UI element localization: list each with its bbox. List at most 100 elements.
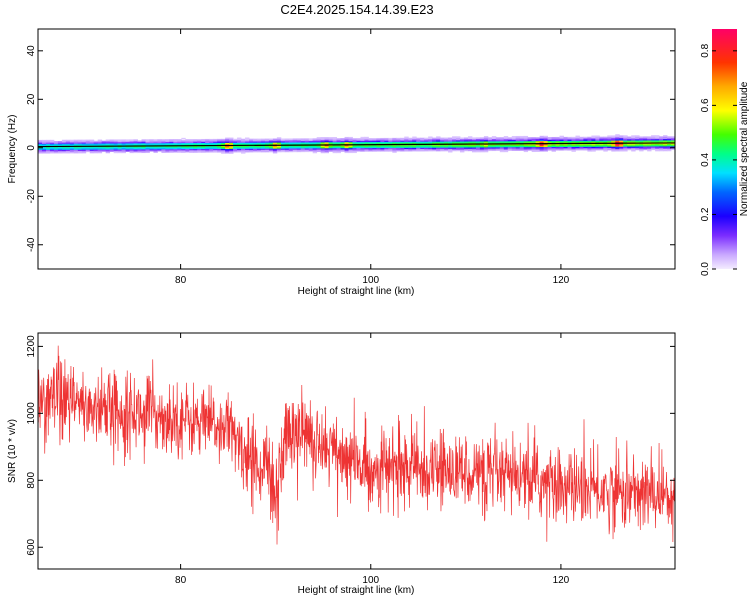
heatmap-cell (129, 151, 134, 154)
heatmap-cell (603, 145, 608, 147)
heatmap-cell (364, 138, 369, 140)
heatmap-cell (635, 140, 640, 142)
heatmap-cell (125, 149, 130, 151)
heatmap-cell (543, 137, 548, 139)
heatmap-cell (607, 147, 612, 150)
heatmap-cell (671, 136, 676, 138)
heatmap-cell (237, 148, 242, 151)
heatmap-cell (583, 138, 588, 140)
heatmap-cell (380, 140, 385, 142)
heatmap-cell (503, 139, 509, 142)
heatmap-cell (467, 136, 473, 138)
heatmap-cell (651, 136, 656, 139)
heatmap-cell (129, 139, 134, 141)
heatmap-cell (324, 145, 330, 148)
heatmap-cell (77, 139, 83, 142)
heatmap-cell (113, 139, 119, 142)
heatmap-cell (619, 136, 624, 139)
heatmap-cell (356, 145, 361, 147)
heatmap-cell (57, 141, 63, 143)
heatmap-cell (352, 150, 357, 152)
colorbar-tick-label: 0.8 (700, 43, 711, 57)
heatmap-cell (241, 147, 246, 149)
heatmap-cell (515, 146, 521, 149)
heatmap-cell (145, 139, 150, 141)
heatmap-cell (591, 148, 596, 151)
heatmap-cell (396, 139, 401, 141)
heatmap-cell (225, 143, 230, 146)
heatmap-cell (475, 137, 481, 140)
heatmap-cell (336, 145, 341, 148)
heatmap-cell (460, 144, 465, 147)
heatmap-cell (189, 151, 194, 153)
heatmap-cell (643, 143, 648, 146)
heatmap-cell (81, 140, 87, 143)
heatmap-cell (340, 146, 345, 149)
heatmap-cell (499, 150, 505, 153)
heatmap-cell (643, 144, 648, 147)
heatmap-cell (647, 144, 652, 147)
heatmap-cell (567, 146, 572, 149)
heatmap-cell (595, 140, 600, 142)
heatmap-cell (651, 141, 656, 143)
heatmap-cell (181, 140, 186, 142)
heatmap-cell (663, 139, 668, 142)
heatmap-cell (448, 150, 453, 153)
heatmap-cell (109, 141, 115, 144)
heatmap-cell (364, 148, 369, 151)
heatmap-cell (639, 148, 644, 151)
heatmap-cell (384, 145, 389, 147)
heatmap-cell (177, 141, 182, 144)
heatmap-cell (491, 149, 497, 152)
heatmap-cell (181, 143, 186, 146)
heatmap-cell (631, 143, 636, 146)
heatmap-cell (233, 147, 238, 149)
heatmap-cell (141, 150, 146, 152)
heatmap-cell (420, 138, 425, 141)
heatmap-cell (328, 145, 334, 148)
heatmap-cell (519, 135, 525, 138)
heatmap-cell (352, 147, 357, 150)
heatmap-cell (304, 150, 310, 153)
heatmap-cell (221, 149, 226, 152)
heatmap-cell (392, 139, 397, 141)
heatmap-cell (260, 149, 266, 152)
heatmap-cell (300, 145, 306, 148)
heatmap-cell (320, 150, 326, 153)
heatmap-cell (491, 142, 497, 144)
heatmap-cell (491, 139, 497, 142)
heatmap-cell (121, 150, 126, 152)
heatmap-cell (173, 146, 178, 149)
heatmap-cell (237, 137, 242, 140)
heatmap-cell (515, 148, 521, 150)
heatmap-cell (416, 146, 421, 148)
heatmap-cell (507, 145, 513, 148)
heatmap-cell (173, 148, 178, 151)
heatmap-cell (296, 146, 302, 149)
heatmap-cell (615, 137, 620, 140)
heatmap-cell (392, 147, 397, 150)
heatmap-cell (129, 143, 134, 145)
heatmap-cell (229, 141, 234, 143)
heatmap-cell (145, 147, 150, 150)
heatmap-cell (177, 143, 182, 146)
heatmap-cell (463, 141, 469, 143)
heatmap-cell (404, 146, 409, 148)
heatmap-cell (348, 151, 353, 154)
heatmap-cell (651, 140, 656, 142)
heatmap-cell (555, 149, 560, 151)
heatmap-cell (643, 148, 648, 151)
heatmap-cell (97, 148, 103, 150)
heatmap-cell (328, 147, 334, 150)
heatmap-cell (292, 145, 298, 148)
heatmap-cell (396, 142, 401, 145)
heatmap-cell (404, 142, 409, 145)
heatmap-cell (547, 145, 552, 148)
y-tick-label: -40 (26, 237, 37, 252)
heatmap-cell (432, 141, 437, 143)
heatmap-cell (65, 147, 71, 149)
heatmap-cell (85, 149, 91, 151)
heatmap-cell (392, 151, 397, 153)
heatmap-cell (523, 137, 529, 139)
heatmap-cell (336, 149, 341, 151)
